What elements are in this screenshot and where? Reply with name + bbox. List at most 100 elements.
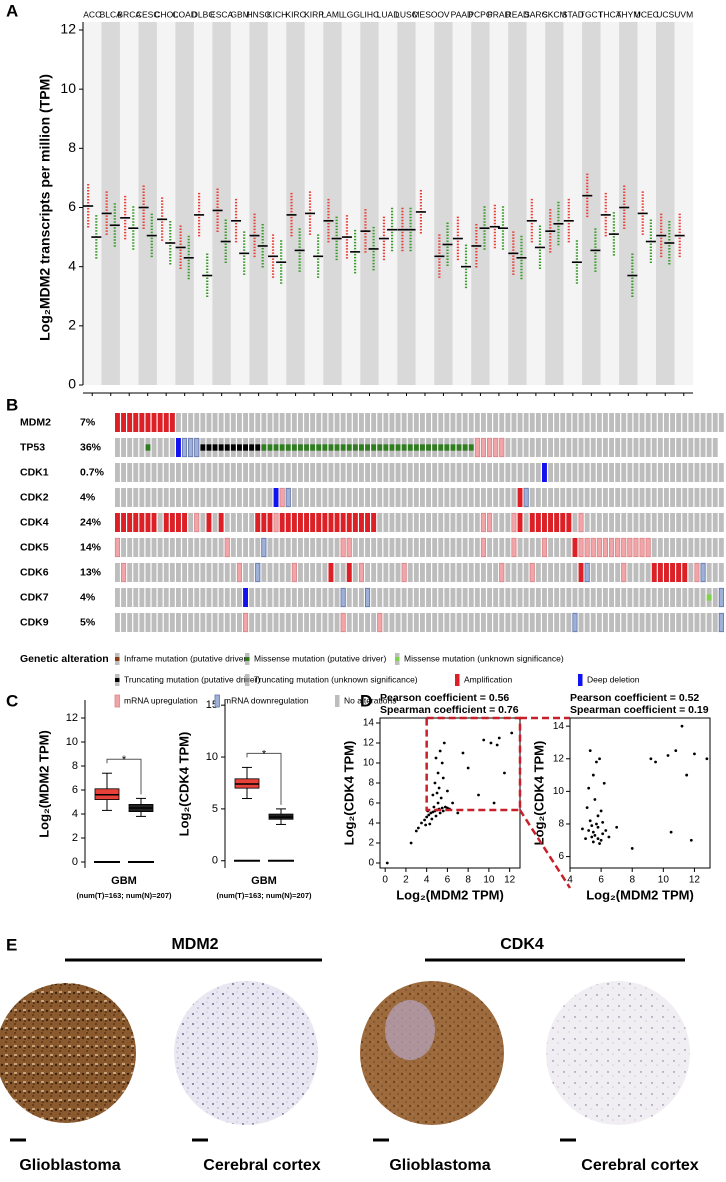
onco-cell: [529, 488, 535, 507]
onco-cell: [407, 613, 413, 632]
onco-cell: [194, 613, 200, 632]
onco-cell: [511, 438, 517, 457]
band: [526, 22, 546, 385]
onco-cell: [542, 438, 547, 457]
onco-cell: [657, 613, 663, 632]
y-tick-label: 12: [60, 21, 76, 37]
onco-cell: [511, 588, 517, 607]
onco-cell: [462, 513, 468, 532]
onco-cell: [706, 538, 712, 557]
tissue-image: [0, 983, 136, 1123]
onco-cell: [688, 438, 694, 457]
onco-cell: [566, 413, 572, 432]
onco-cell: [395, 588, 401, 607]
onco-cell: [243, 488, 248, 507]
x-tick-label: MESO: [412, 9, 437, 19]
point: [588, 819, 592, 823]
onco-cell: [310, 613, 316, 632]
band: [83, 22, 102, 385]
onco-cell: [633, 613, 639, 632]
onco-cell: [169, 538, 175, 557]
onco-cell-fill: [279, 444, 285, 451]
onco-cell: [218, 413, 224, 432]
onco-cell-fill: [578, 563, 584, 582]
onco-cell-fill: [352, 444, 358, 451]
onco-cell: [444, 463, 450, 482]
onco-cell-fill: [432, 444, 438, 451]
legend-swatch: [245, 657, 250, 661]
onco-cell: [407, 513, 413, 532]
onco-cell: [334, 588, 340, 607]
annotation: Pearson coefficient = 0.56: [380, 692, 509, 704]
onco-cell: [474, 513, 480, 532]
point: [602, 781, 606, 785]
onco-cell: [328, 538, 334, 557]
y-tick-label: 2: [72, 832, 78, 844]
onco-cell: [718, 513, 724, 532]
point: [590, 835, 594, 839]
onco-cell: [682, 588, 688, 607]
onco-cell: [322, 488, 328, 507]
x-tick-label: PRAD: [487, 9, 511, 19]
onco-cell: [298, 613, 303, 632]
point: [654, 760, 657, 764]
onco-cell: [261, 463, 267, 482]
onco-cell: [267, 538, 273, 557]
onco-cell: [633, 513, 639, 532]
onco-cell: [291, 413, 297, 432]
onco-cell: [670, 463, 675, 482]
point: [446, 789, 449, 793]
onco-cell-fill: [352, 513, 358, 532]
onco-cell: [115, 563, 120, 582]
point: [674, 749, 678, 753]
tissue-image: [360, 981, 504, 1125]
x-tick-label: THYM: [616, 9, 640, 19]
onco-cell: [194, 588, 200, 607]
onco-cell: [529, 588, 535, 607]
onco-cell-fill: [377, 444, 383, 451]
onco-cell: [444, 513, 450, 532]
onco-cell: [554, 438, 560, 457]
legend-swatch: [578, 674, 583, 686]
x-tick-label: 4: [424, 875, 430, 886]
onco-cell-fill: [340, 513, 346, 532]
onco-cell-fill: [358, 562, 364, 583]
onco-cell: [438, 463, 444, 482]
onco-cell: [499, 463, 505, 482]
onco-cell: [212, 588, 218, 607]
onco-cell-fill: [511, 537, 517, 558]
onco-cell: [389, 488, 395, 507]
onco-cell: [700, 463, 706, 482]
onco-cell: [377, 563, 383, 582]
onco-cell-fill: [291, 513, 297, 532]
onco-cell: [157, 463, 163, 482]
onco-cell-fill: [261, 444, 267, 451]
onco-cell: [548, 538, 553, 557]
point: [432, 805, 436, 809]
onco-cell-fill: [700, 562, 706, 583]
onco-cell-fill: [633, 537, 639, 558]
onco-cell: [633, 588, 639, 607]
onco-cell: [127, 488, 133, 507]
onco-cell-fill: [224, 444, 230, 451]
onco-cell: [456, 488, 462, 507]
x-tick-label: 4: [567, 875, 573, 886]
onco-cell: [346, 588, 352, 607]
onco-cell: [548, 413, 553, 432]
onco-cell: [316, 588, 322, 607]
onco-cell: [176, 613, 181, 632]
onco-cell: [670, 513, 675, 532]
onco-cell: [560, 413, 566, 432]
point: [601, 832, 605, 836]
x-tick-label: 8: [629, 875, 635, 886]
onco-cell: [651, 538, 657, 557]
onco-cell: [133, 613, 139, 632]
onco-cell: [383, 588, 389, 607]
onco-cell-fill: [450, 444, 456, 451]
point: [599, 838, 603, 842]
onco-cell: [664, 413, 669, 432]
point: [666, 754, 670, 757]
onco-cell: [377, 413, 383, 432]
point: [595, 760, 598, 764]
band: [156, 22, 176, 385]
